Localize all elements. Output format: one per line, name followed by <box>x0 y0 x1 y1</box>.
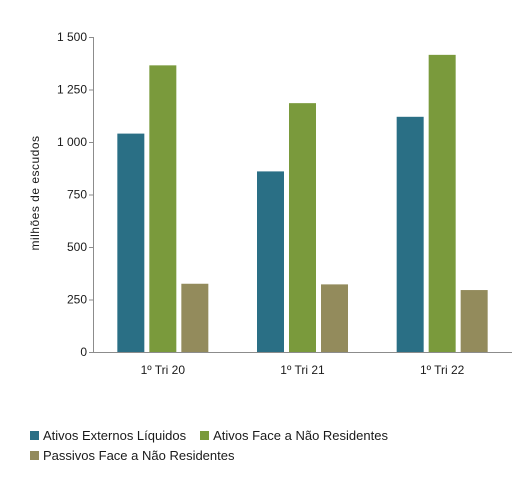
bars <box>117 54 488 353</box>
legend-swatch-ativos-face <box>200 430 210 440</box>
legend-swatch-passivos-face <box>30 450 39 460</box>
y-tick-label: 0 <box>80 345 87 359</box>
bar-3-3 <box>460 290 488 352</box>
legend-swatch-ativos-externos <box>30 430 39 440</box>
bar-3-1 <box>181 283 209 352</box>
legend-row-1: Ativos Externos Líquidos Ativos Face a N… <box>30 425 520 445</box>
bar-2-2 <box>289 103 316 353</box>
legend-item-ativos-face: Ativos Face a Não Residentes <box>200 428 388 443</box>
y-tick-label: 500 <box>67 240 87 254</box>
legend-item-passivos-face: Passivos Face a Não Residentes <box>30 448 234 463</box>
x-axis-ticks: 1º Tri 20 1º Tri 21 1º Tri 22 <box>141 363 465 377</box>
bar-2-1 <box>149 65 177 352</box>
bar-1-3 <box>396 116 424 352</box>
x-tick-label: 1º Tri 20 <box>141 363 186 377</box>
legend-label-passivos-face: Passivos Face a Não Residentes <box>43 447 235 463</box>
x-tick-label: 1º Tri 21 <box>280 363 325 377</box>
y-tick-label: 1 500 <box>57 30 87 44</box>
legend-item-ativos-externos: Ativos Externos Líquidos <box>30 428 186 443</box>
legend-label-ativos-face: Ativos Face a Não Residentes <box>213 427 388 443</box>
x-tick-label: 1º Tri 22 <box>420 363 465 377</box>
legend-row-2: Passivos Face a Não Residentes <box>30 445 520 465</box>
y-tick-label: 1 250 <box>57 83 87 97</box>
legend: Ativos Externos Líquidos Ativos Face a N… <box>30 425 520 465</box>
bar-1-2 <box>257 171 284 352</box>
y-tick-label: 1 000 <box>57 135 87 149</box>
y-axis-ticks: 0 250 500 750 1 000 1 250 1 500 <box>57 30 93 359</box>
y-tick-label: 250 <box>67 293 87 307</box>
bar-2-3 <box>428 54 456 352</box>
legend-label-ativos-externos: Ativos Externos Líquidos <box>43 427 187 443</box>
bar-1-1 <box>117 133 145 352</box>
y-axis-title: milhões de escudos <box>28 135 42 250</box>
y-tick-label: 750 <box>67 188 87 202</box>
bar-3-2 <box>321 284 348 352</box>
bar-chart: milhões de escudos 0 250 500 750 1 000 1 250 1… <box>28 30 512 377</box>
